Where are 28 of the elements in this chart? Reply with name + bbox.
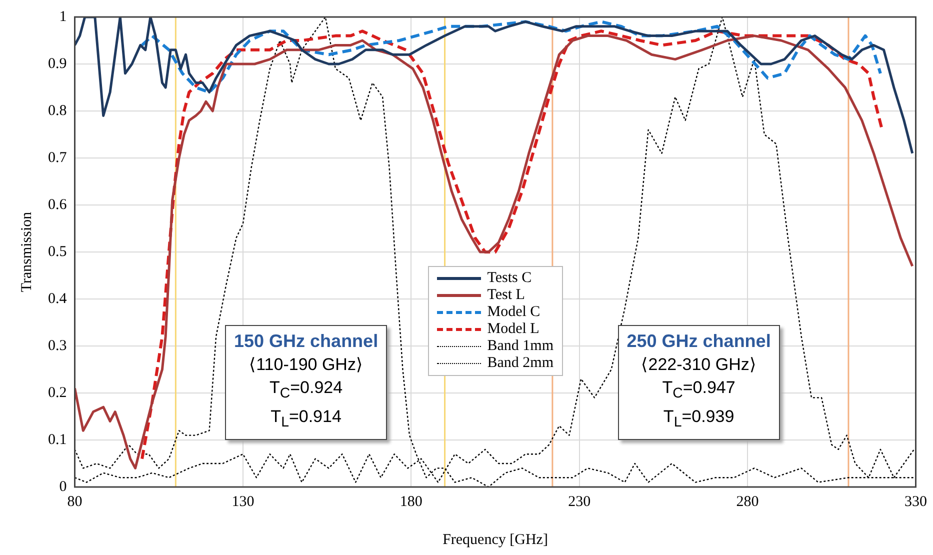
x-tick-label: 180 (400, 494, 422, 510)
line-series (140, 20, 882, 94)
y-tick-label: 1 (59, 8, 67, 25)
y-tick-label: 0.8 (48, 102, 67, 119)
y-axis-title: Transmission (18, 211, 35, 292)
y-tick-label: 0.9 (48, 56, 67, 72)
x-tick-label: 330 (904, 494, 927, 510)
x-tick-label: 280 (736, 494, 759, 510)
annotation: 150 GHz channel ⟨110-190 GHz⟩ T$_{C}$=0.924 T$_{L}$=0.914 (234, 330, 378, 433)
y-tick-label: 0.1 (48, 432, 67, 448)
x-tick-label: 230 (568, 494, 591, 510)
legend-label: Model C (487, 304, 540, 322)
x-tick-label: 80 (67, 494, 82, 510)
x-axis-title: Frequency [GHz] (442, 532, 548, 548)
y-tick-label: 0.3 (48, 338, 67, 354)
y-tick-label: 0 (59, 478, 67, 495)
legend-label: Band 1mm (487, 338, 554, 356)
annotation: 250 GHz channel ⟨222-310 GHz⟩ T$_{C}$=0.947 T$_{L}$=0.939 (626, 330, 771, 433)
legend-label: Tests C (487, 270, 532, 288)
y-tick-label: 0.7 (48, 150, 68, 166)
y-tick-label: 0.5 (48, 244, 67, 260)
legend-label: Model L (487, 321, 540, 338)
legend-label: Band 2mm (487, 355, 554, 372)
y-tick-label: 0.6 (48, 196, 68, 213)
legend-label: Test L (487, 287, 525, 304)
y-tick-label: 0.4 (48, 290, 68, 307)
y-tick-label: 0.2 (48, 384, 67, 401)
x-tick-label: 130 (232, 494, 254, 510)
